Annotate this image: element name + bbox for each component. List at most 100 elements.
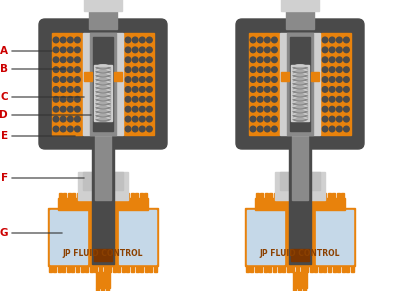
Bar — [52, 33, 82, 135]
Circle shape — [264, 87, 270, 92]
Bar — [58, 266, 61, 272]
Circle shape — [344, 57, 349, 63]
Bar — [318, 193, 322, 198]
Bar — [96, 67, 110, 119]
Bar — [117, 266, 120, 272]
Circle shape — [68, 116, 73, 122]
Bar — [93, 37, 113, 131]
Circle shape — [257, 47, 263, 53]
Bar — [126, 193, 129, 198]
Bar — [131, 266, 134, 272]
Circle shape — [147, 67, 152, 72]
Bar — [113, 266, 116, 272]
Circle shape — [336, 97, 342, 102]
Bar — [324, 266, 326, 272]
Bar — [58, 198, 148, 210]
Bar — [67, 266, 70, 272]
Circle shape — [257, 37, 263, 43]
Bar — [298, 288, 301, 291]
Bar — [76, 193, 80, 198]
Bar — [287, 266, 290, 272]
Circle shape — [329, 107, 335, 112]
Bar — [48, 266, 52, 272]
Circle shape — [132, 67, 138, 72]
Circle shape — [125, 57, 131, 63]
Bar — [296, 193, 299, 198]
Circle shape — [140, 87, 145, 92]
Circle shape — [140, 37, 145, 43]
Circle shape — [329, 77, 335, 82]
Bar — [94, 65, 112, 121]
Circle shape — [329, 67, 335, 72]
Bar — [273, 266, 276, 272]
Bar — [264, 266, 267, 272]
Circle shape — [257, 126, 263, 132]
Bar — [84, 0, 122, 11]
Bar — [140, 193, 142, 198]
Bar — [300, 266, 304, 272]
Circle shape — [68, 107, 73, 112]
Bar — [314, 266, 317, 272]
Bar — [259, 266, 262, 272]
Bar — [286, 7, 314, 29]
Bar — [95, 243, 111, 251]
Circle shape — [257, 107, 263, 112]
Bar — [275, 172, 325, 200]
Circle shape — [264, 107, 270, 112]
Circle shape — [147, 116, 152, 122]
Bar — [305, 266, 308, 272]
Circle shape — [60, 57, 66, 63]
Bar — [76, 266, 79, 272]
Bar — [268, 266, 272, 272]
Text: F: F — [1, 173, 8, 183]
Bar — [81, 193, 84, 198]
Bar — [246, 266, 248, 272]
Circle shape — [68, 67, 73, 72]
Circle shape — [132, 107, 138, 112]
Bar — [274, 193, 276, 198]
Circle shape — [125, 87, 131, 92]
Circle shape — [344, 37, 349, 43]
Bar — [62, 266, 65, 272]
Circle shape — [53, 37, 59, 43]
Bar — [92, 111, 114, 264]
Circle shape — [336, 77, 342, 82]
Circle shape — [272, 116, 277, 122]
Bar — [260, 193, 263, 198]
Bar — [245, 208, 355, 266]
Bar — [135, 193, 138, 198]
Bar — [314, 193, 317, 198]
Bar — [72, 266, 74, 272]
Bar — [342, 266, 345, 272]
Bar — [287, 33, 313, 135]
Bar — [286, 208, 314, 266]
Circle shape — [272, 97, 277, 102]
Circle shape — [140, 67, 145, 72]
Bar — [96, 288, 99, 291]
Bar — [292, 193, 294, 198]
Bar — [95, 110, 111, 200]
Circle shape — [336, 67, 342, 72]
Circle shape — [336, 87, 342, 92]
Circle shape — [344, 116, 349, 122]
Circle shape — [264, 116, 270, 122]
Circle shape — [68, 126, 73, 132]
Circle shape — [344, 87, 349, 92]
Circle shape — [147, 37, 152, 43]
Circle shape — [140, 77, 145, 82]
Circle shape — [336, 37, 342, 43]
Circle shape — [140, 116, 145, 122]
Bar — [90, 266, 93, 272]
Bar — [305, 193, 308, 198]
Circle shape — [132, 37, 138, 43]
Circle shape — [75, 47, 80, 53]
Circle shape — [264, 37, 270, 43]
Circle shape — [60, 107, 66, 112]
Circle shape — [75, 37, 80, 43]
Circle shape — [53, 126, 59, 132]
Circle shape — [75, 97, 80, 102]
Bar — [89, 208, 117, 266]
Circle shape — [68, 37, 73, 43]
Circle shape — [125, 77, 131, 82]
Circle shape — [147, 107, 152, 112]
